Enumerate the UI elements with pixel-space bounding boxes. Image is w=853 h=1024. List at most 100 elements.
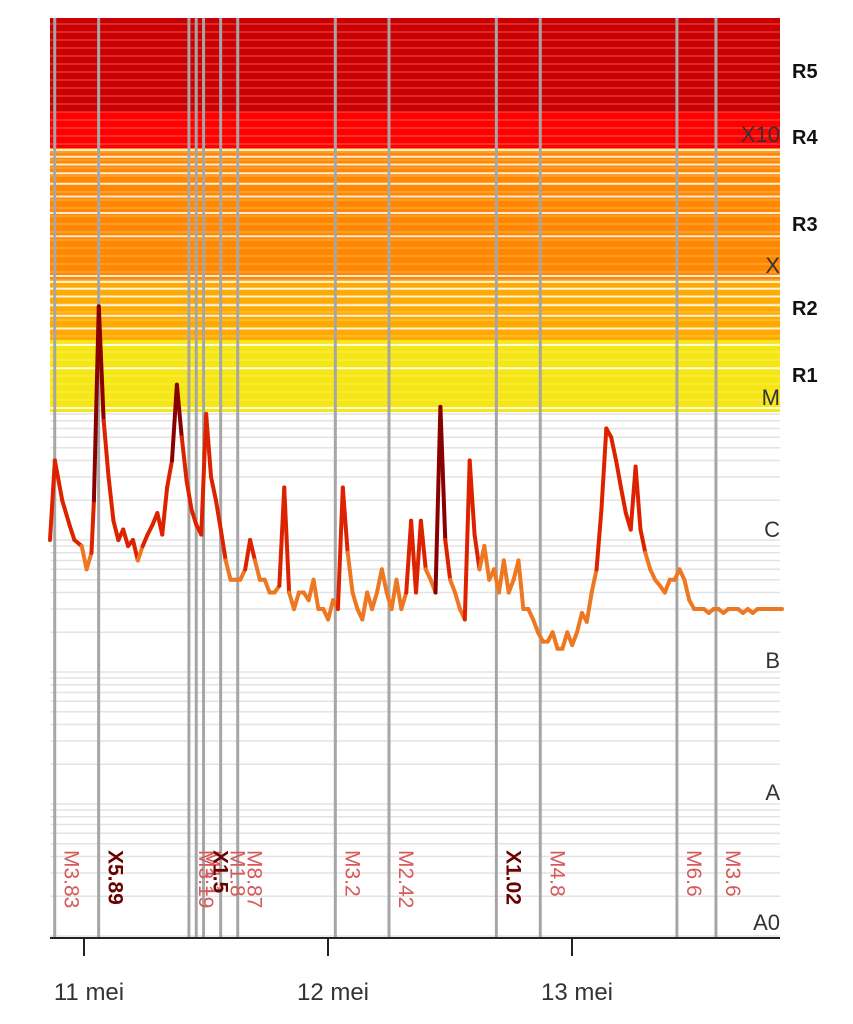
- data-segment: [467, 458, 477, 537]
- data-segment: [550, 630, 560, 651]
- data-segment: [462, 458, 472, 622]
- data-segment: [262, 577, 272, 595]
- class-label-m: M: [762, 385, 780, 410]
- class-gridlines: [50, 23, 780, 937]
- data-segment: [399, 590, 409, 612]
- data-segment: [662, 577, 672, 595]
- data-segment: [482, 544, 492, 582]
- x-tick-label: 12 mei: [297, 979, 369, 1006]
- r-label-r5: R5: [792, 61, 818, 83]
- data-segment: [379, 567, 389, 595]
- data-segment: [453, 590, 462, 612]
- data-segment: [414, 518, 423, 595]
- flare-label: X5.89: [104, 850, 127, 905]
- flare-label: X1.5: [209, 850, 232, 894]
- flare-label: M1.1: [201, 850, 224, 897]
- data-segment: [223, 558, 233, 582]
- data-segment: [516, 558, 526, 612]
- xray-flux-series: [48, 304, 784, 651]
- data-segment: [282, 485, 292, 595]
- data-segment: [682, 577, 692, 603]
- data-segment: [418, 518, 428, 572]
- data-segment: [67, 522, 77, 542]
- flare-label: M1.8: [226, 850, 249, 897]
- data-segment: [52, 458, 65, 503]
- flare-label: M3.6: [721, 850, 744, 897]
- data-segment: [394, 577, 404, 612]
- data-segment: [575, 610, 584, 635]
- flare-label: M2.42: [394, 850, 417, 908]
- flare-class-labels: A0 A B C M X X10: [741, 122, 780, 935]
- data-segment: [96, 304, 106, 423]
- data-segment: [184, 478, 194, 512]
- data-segment: [633, 464, 643, 532]
- data-segment: [248, 538, 257, 563]
- flare-label: M4.8: [545, 850, 568, 897]
- data-segment: [165, 458, 174, 490]
- data-segment: [594, 507, 604, 572]
- data-segment: [584, 590, 594, 624]
- r-scale-labels: R1 R2 R3 R4 R5: [792, 61, 818, 387]
- x-tick-label: 13 mei: [541, 979, 613, 1006]
- zone-r4: [50, 112, 780, 148]
- class-label-x: X: [765, 253, 780, 278]
- data-segment: [370, 590, 379, 612]
- data-segment: [531, 617, 540, 635]
- data-segment: [135, 544, 145, 563]
- data-segment: [199, 412, 209, 537]
- r-label-r2: R2: [792, 298, 818, 320]
- data-segment: [345, 550, 355, 595]
- data-segment: [174, 382, 184, 440]
- data-segment: [443, 538, 453, 582]
- data-segment: [91, 304, 101, 503]
- data-segment: [106, 475, 116, 523]
- x-tick-label: 11 mei: [54, 979, 124, 1006]
- data-segment: [209, 475, 218, 503]
- data-segment: [189, 507, 199, 527]
- data-segment: [204, 412, 214, 480]
- class-label-c: C: [764, 517, 780, 542]
- data-segment: [326, 598, 336, 622]
- data-segment: [589, 567, 599, 595]
- flare-label: M3.2: [340, 850, 363, 897]
- data-segment: [84, 550, 94, 572]
- data-segment: [292, 590, 301, 612]
- flare-label: M3.83: [60, 850, 83, 908]
- data-segment: [638, 527, 648, 555]
- data-segment: [609, 435, 619, 463]
- r-label-r4: R4: [792, 127, 818, 149]
- data-segment: [438, 404, 448, 542]
- flare-label: M3.19: [194, 850, 217, 908]
- data-segment: [570, 630, 580, 648]
- zone-r5: [50, 18, 780, 112]
- data-segment: [218, 527, 228, 563]
- data-segment: [335, 485, 345, 612]
- data-segment: [350, 590, 360, 612]
- data-segment: [101, 418, 111, 480]
- data-segment: [501, 558, 511, 595]
- data-segment: [618, 485, 628, 516]
- data-segment: [140, 532, 150, 549]
- data-segment: [60, 498, 72, 527]
- data-segment: [89, 498, 96, 555]
- data-segment: [213, 498, 223, 532]
- class-label-x10: X10: [741, 122, 780, 147]
- flare-label: X1.02: [501, 850, 524, 905]
- data-segment: [252, 558, 262, 582]
- data-segment: [340, 485, 350, 555]
- data-segment: [506, 577, 516, 595]
- data-segment: [160, 485, 170, 537]
- class-label-b: B: [765, 648, 780, 673]
- data-segment: [599, 426, 609, 512]
- r-label-r3: R3: [792, 214, 818, 236]
- class-label-a: A: [765, 780, 780, 805]
- zone-r1: [50, 340, 780, 412]
- data-segment: [360, 590, 370, 622]
- data-segment: [111, 518, 121, 542]
- data-segment: [448, 577, 458, 595]
- data-segment: [121, 527, 131, 549]
- class-label-a0: A0: [753, 910, 780, 935]
- data-segment: [179, 435, 189, 483]
